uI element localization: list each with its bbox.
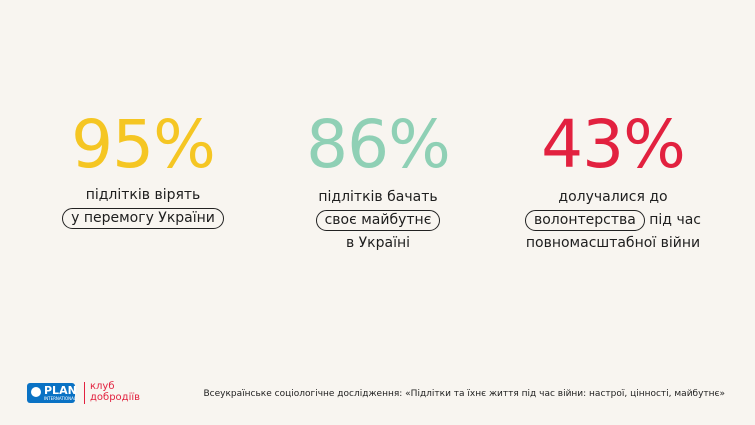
- stat-text: долучалися до: [558, 189, 668, 205]
- logo-text: PLAN: [44, 384, 77, 397]
- stat-value: 86%: [306, 106, 451, 183]
- stat-text: повномасштабної війни: [525, 235, 701, 251]
- stat: 43% долучалися до волонтерства під час п…: [493, 110, 733, 255]
- stat-highlight: у перемогу України: [62, 208, 224, 229]
- source: Всеукраїнське соціологічне дослідження: …: [203, 389, 726, 399]
- stat-value: 95%: [71, 106, 216, 183]
- stat-text: під час: [649, 212, 701, 228]
- club-text: добродіїв: [90, 392, 141, 403]
- stat: 86% підлітків бачать своє майбутнє в Укр…: [258, 110, 498, 255]
- club: клуб добродіїв: [90, 381, 140, 403]
- club-text: клуб: [90, 381, 115, 392]
- stat: 95% підлітків вірять у перемогу України: [23, 110, 263, 230]
- logo: PLAN INTERNATIONAL: [27, 383, 77, 403]
- stat-text: в Україні: [345, 235, 411, 251]
- stat-highlight: волонтерства: [524, 210, 645, 231]
- logo-sub: INTERNATIONAL: [44, 396, 77, 401]
- stat-text: підлітків вірять: [85, 187, 201, 203]
- stat-value: 43%: [541, 106, 686, 183]
- stat-highlight: своє майбутнє: [315, 210, 441, 231]
- stat-text: підлітків бачать: [318, 189, 438, 205]
